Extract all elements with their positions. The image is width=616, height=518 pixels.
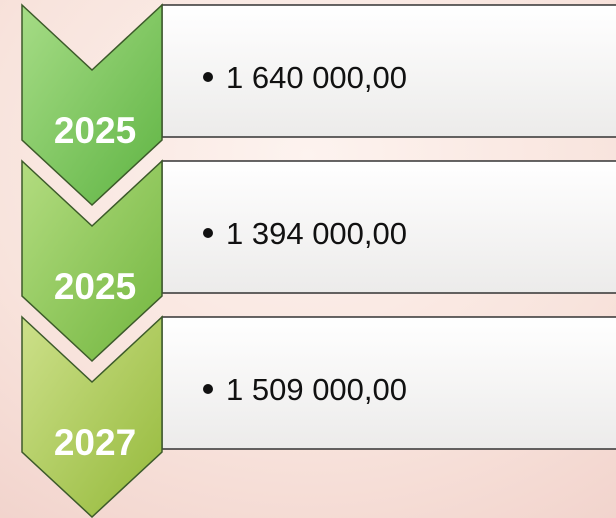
year-label: 2027 — [54, 422, 136, 463]
value-text: 1 509 000,00 — [226, 372, 407, 407]
year-label: 2025 — [54, 110, 136, 151]
text-box — [161, 4, 616, 138]
bullet — [203, 228, 213, 238]
bullet — [203, 384, 213, 394]
chevron — [21, 315, 163, 518]
text-box — [161, 316, 616, 450]
chevron — [21, 159, 163, 363]
bullet — [203, 72, 213, 82]
value-text: 1 640 000,00 — [226, 60, 407, 95]
chevron — [21, 3, 163, 207]
year-label: 2025 — [54, 266, 136, 307]
value-text: 1 394 000,00 — [226, 216, 407, 251]
